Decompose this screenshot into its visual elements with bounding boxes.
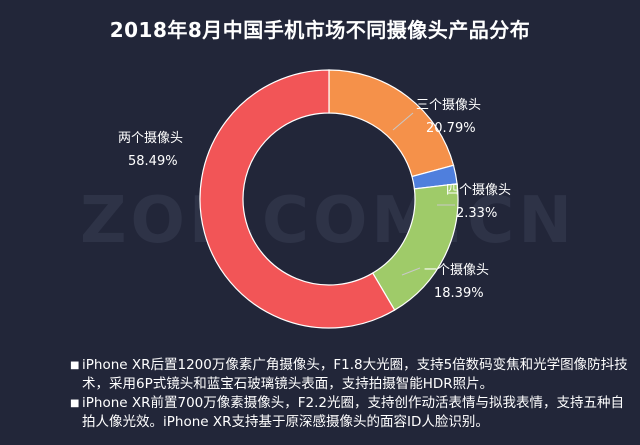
chart-title: 2018年8月中国手机市场不同摄像头产品分布 [109, 18, 531, 42]
slice-value-label: 2.33% [456, 206, 497, 221]
slice-value-label: 58.49% [128, 154, 178, 169]
note-text: iPhone XR后置1200万像素广角摄像头，F1.8大光圈，支持5倍数码变焦… [82, 357, 628, 392]
slice-value-label: 18.39% [434, 286, 484, 301]
slice-name-label: 四个摄像头 [446, 183, 511, 198]
bullet-icon: ■ [70, 398, 80, 409]
bullet-icon: ■ [70, 360, 80, 371]
watermark: ZOL.COM.CN [80, 184, 576, 258]
note-item: ■ iPhone XR后置1200万像素广角摄像头，F1.8大光圈，支持5倍数码… [70, 356, 630, 394]
note-text: iPhone XR前置700万像素摄像头，F2.2光圈，支持创作动活表情与拟我表… [82, 395, 624, 430]
note-item: ■ iPhone XR前置700万像素摄像头，F2.2光圈，支持创作动活表情与拟… [70, 394, 630, 432]
slice-value-label: 20.79% [426, 121, 476, 136]
leader-line [392, 112, 414, 131]
slice-4 [199, 69, 396, 329]
slice-name-label: 两个摄像头 [118, 131, 183, 146]
leader-line [401, 267, 421, 276]
slice-name-label: 三个摄像头 [416, 98, 481, 113]
notes-list: ■ iPhone XR后置1200万像素广角摄像头，F1.8大光圈，支持5倍数码… [70, 356, 630, 432]
slice-name-label: 一个摄像头 [424, 263, 489, 278]
